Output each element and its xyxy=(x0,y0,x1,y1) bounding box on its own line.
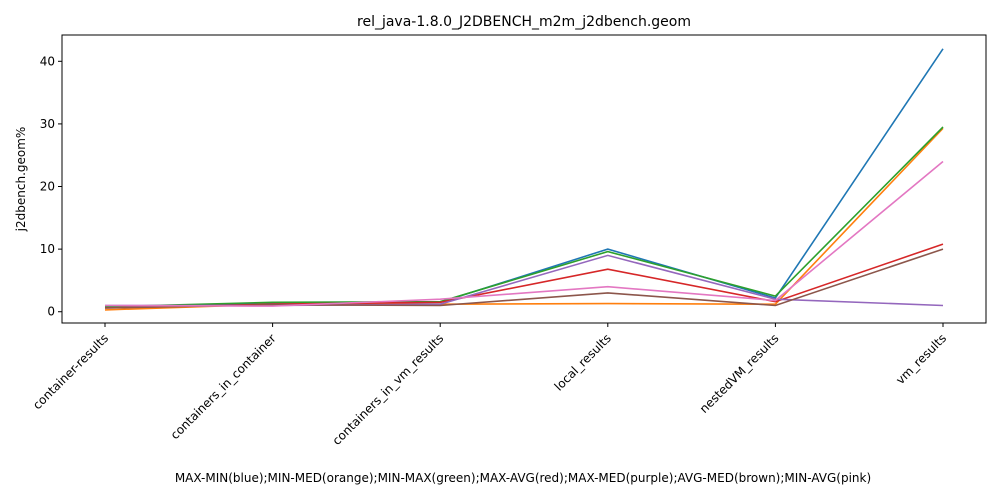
y-tick-label: 0 xyxy=(47,305,55,319)
x-tick-label: local_results xyxy=(552,331,614,393)
series-line-1 xyxy=(104,48,944,309)
series-line-3 xyxy=(104,126,944,308)
y-axis: 0 10 20 30 40 xyxy=(40,54,62,319)
y-tick-label: 10 xyxy=(40,242,55,256)
x-axis-label: MAX-MIN(blue);MIN-MED(orange);MIN-MAX(gr… xyxy=(175,471,871,485)
chart-title: rel_java-1.8.0_J2DBENCH_m2m_j2dbench.geo… xyxy=(357,14,691,30)
y-axis-label: j2dbench.geom% xyxy=(14,127,28,233)
plot-frame xyxy=(61,34,987,324)
y-tick-label: 30 xyxy=(40,117,55,131)
x-tick-label: container-results xyxy=(30,331,111,412)
y-tick-label: 40 xyxy=(40,54,55,68)
series-line-2 xyxy=(104,127,944,311)
y-tick-label: 20 xyxy=(40,180,55,194)
series-line-6 xyxy=(104,248,944,309)
x-tick-label: containers_in_vm_results xyxy=(330,331,447,448)
x-tick-label: nestedVM_results xyxy=(697,331,782,416)
series-line-5 xyxy=(105,254,944,307)
series-layer xyxy=(104,48,944,311)
series-line-7 xyxy=(104,160,944,307)
x-tick-label: vm_results xyxy=(893,331,949,387)
x-axis: container-results containers_in_container… xyxy=(30,323,949,448)
x-tick-label: containers_in_container xyxy=(168,331,279,442)
